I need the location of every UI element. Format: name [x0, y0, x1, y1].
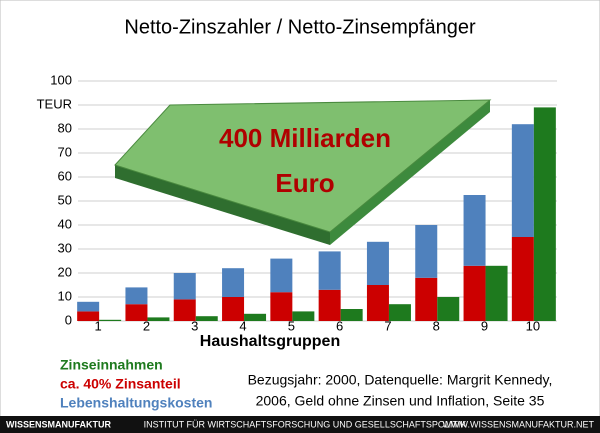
bar	[125, 287, 148, 305]
x-tick-label: 3	[191, 318, 198, 333]
bar	[415, 277, 438, 321]
bar	[388, 304, 411, 321]
x-tick-label: 1	[95, 318, 102, 333]
x-axis-label: Haushaltsgruppen	[200, 333, 340, 350]
legend-label: Lebenshaltungskosten	[60, 395, 212, 411]
bar	[437, 297, 460, 321]
footer-text: INSTITUT FÜR WIRTSCHAFTSFORSCHUNG UND GE…	[144, 419, 467, 429]
bar	[173, 273, 196, 300]
x-tick-label: 10	[526, 318, 540, 333]
y-tick-label: 10	[58, 288, 72, 303]
bar	[270, 258, 293, 293]
bar	[125, 304, 148, 321]
annotation: Euro	[275, 168, 334, 198]
bar	[318, 289, 341, 321]
source: Bezugsjahr: 2000, Datenquelle: Margrit K…	[248, 372, 553, 388]
x-tick-label: 4	[239, 318, 246, 333]
stack-top	[114, 99, 492, 233]
x-tick-label: 9	[481, 318, 488, 333]
legend-label: Zinseinnahmen	[60, 357, 163, 373]
bar	[366, 241, 389, 285]
y-tick-label: TEUR	[37, 96, 72, 111]
bar	[318, 251, 341, 290]
plot-area: 0 10 20 30 40 50 60 70 80 TEUR 100 1 2 3 4 5 6 7 8 9 10	[37, 72, 557, 333]
bar	[270, 292, 293, 321]
bar	[147, 317, 170, 321]
y-tick-label: 30	[58, 240, 72, 255]
bar	[463, 195, 486, 266]
y-tick-label: 70	[58, 144, 72, 159]
y-tick-label: 20	[58, 264, 72, 279]
stack-side	[330, 100, 490, 245]
bar	[340, 309, 363, 321]
footer-text: WWW.WISSENSMANUFAKTUR.NET	[443, 419, 595, 429]
y-tick-label: 80	[58, 120, 72, 135]
bar	[511, 237, 534, 321]
source: 2006, Geld ohne Zinsen und Inflation, Se…	[256, 393, 545, 409]
bar	[292, 311, 315, 321]
chart-title: Netto-Zinszahler / Netto-Zinsempfänger	[124, 16, 476, 38]
bar	[173, 299, 196, 321]
bar	[99, 319, 122, 321]
y-tick-label: 40	[58, 216, 72, 231]
legend-label: ca. 40% Zinsanteil	[60, 376, 181, 392]
bar	[222, 297, 245, 321]
bar	[485, 265, 508, 321]
bar	[77, 301, 100, 312]
bar	[366, 285, 389, 321]
footer-bar	[0, 416, 600, 433]
y-tick-label: 100	[50, 72, 72, 87]
footer-text: WISSENSMANUFAKTUR	[6, 419, 111, 429]
annotation: 400 Milliarden	[219, 123, 391, 153]
bar	[415, 225, 438, 278]
x-tick-label: 8	[433, 318, 440, 333]
bar	[244, 313, 267, 321]
y-tick-label: 0	[65, 312, 72, 327]
x-tick-label: 7	[384, 318, 391, 333]
x-tick-label: 2	[143, 318, 150, 333]
stack-side	[115, 165, 330, 245]
bar	[222, 268, 245, 297]
y-tick-label: 50	[58, 192, 72, 207]
bar	[463, 265, 486, 321]
money-stack	[114, 99, 492, 245]
bar	[533, 107, 556, 322]
bar	[195, 316, 218, 321]
bar	[77, 311, 100, 321]
x-tick-label: 5	[288, 318, 295, 333]
bar	[511, 124, 534, 237]
x-tick-label: 6	[336, 318, 343, 333]
y-tick-label: 60	[58, 168, 72, 183]
